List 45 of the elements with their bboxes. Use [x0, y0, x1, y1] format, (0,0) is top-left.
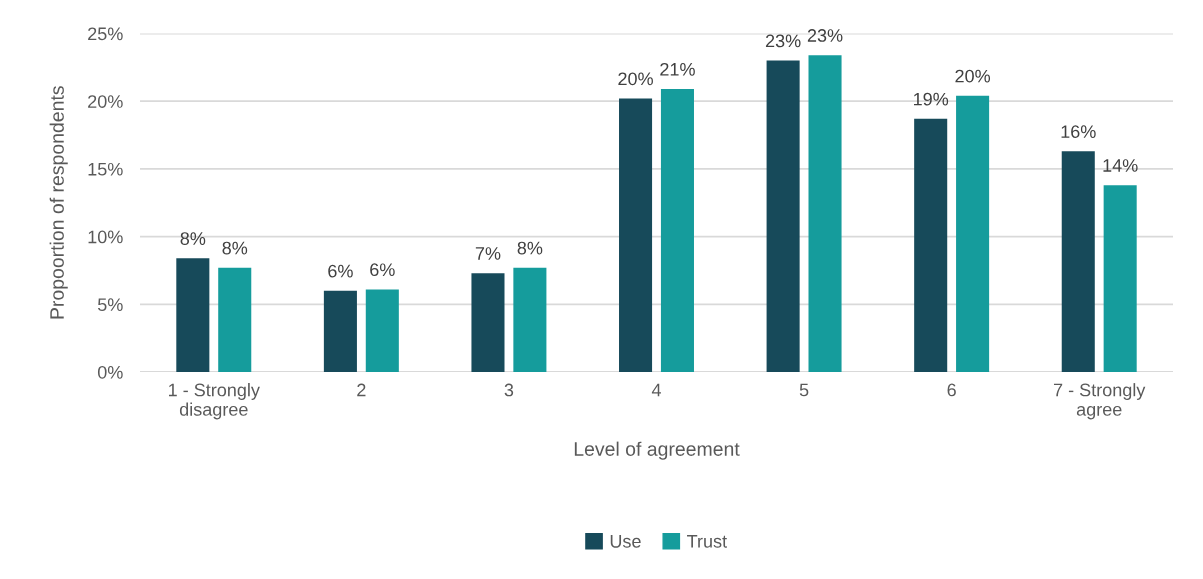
- data-label: 8%: [222, 241, 248, 255]
- bar: [513, 267, 547, 372]
- x-axis-title: Level of agreement: [574, 441, 740, 460]
- bar: [766, 60, 800, 372]
- legend-label: Trust: [687, 535, 727, 548]
- y-tick-label: 15%: [88, 162, 123, 176]
- x-tick-label: 1 - Strongly disagree: [169, 383, 260, 420]
- data-label: 20%: [618, 72, 653, 86]
- data-label: 21%: [660, 62, 695, 76]
- bar: [619, 98, 653, 372]
- bar: [1103, 185, 1137, 372]
- data-label: 7%: [475, 247, 501, 260]
- bar: [471, 273, 505, 372]
- data-label: 23%: [765, 34, 801, 48]
- y-axis-title: Propoortion of respondents: [49, 86, 68, 319]
- bar: [218, 267, 252, 372]
- data-label: 23%: [807, 29, 843, 42]
- bar: [365, 289, 399, 372]
- y-tick-label: 25%: [88, 27, 123, 41]
- bar: [323, 290, 357, 372]
- data-label: 6%: [328, 264, 353, 278]
- y-tick-label: 0%: [97, 365, 123, 379]
- y-tick-label: 10%: [88, 230, 123, 244]
- data-label: 20%: [955, 69, 991, 83]
- bar: [808, 55, 842, 372]
- y-tick-label: 5%: [97, 298, 123, 312]
- bar: [660, 89, 694, 372]
- x-tick-label: 6: [947, 383, 956, 397]
- y-tick-label: 20%: [88, 95, 123, 108]
- data-label: 6%: [370, 263, 395, 277]
- data-label: 8%: [180, 232, 206, 245]
- legend-label: Use: [610, 535, 641, 548]
- x-tick-label: 3: [504, 383, 514, 397]
- data-label: 16%: [1061, 125, 1096, 139]
- x-tick-label: 5: [799, 383, 809, 397]
- bar: [956, 95, 990, 372]
- data-label: 14%: [1103, 159, 1138, 172]
- bar: [1061, 151, 1095, 372]
- data-label: 19%: [914, 92, 949, 106]
- x-tick-label: 2: [357, 383, 366, 397]
- x-tick-label: 7 - Strongly agree: [1053, 383, 1146, 420]
- data-label: 8%: [517, 241, 543, 255]
- bar: [176, 258, 210, 372]
- bar: [914, 118, 948, 372]
- x-tick-label: 4: [651, 383, 661, 397]
